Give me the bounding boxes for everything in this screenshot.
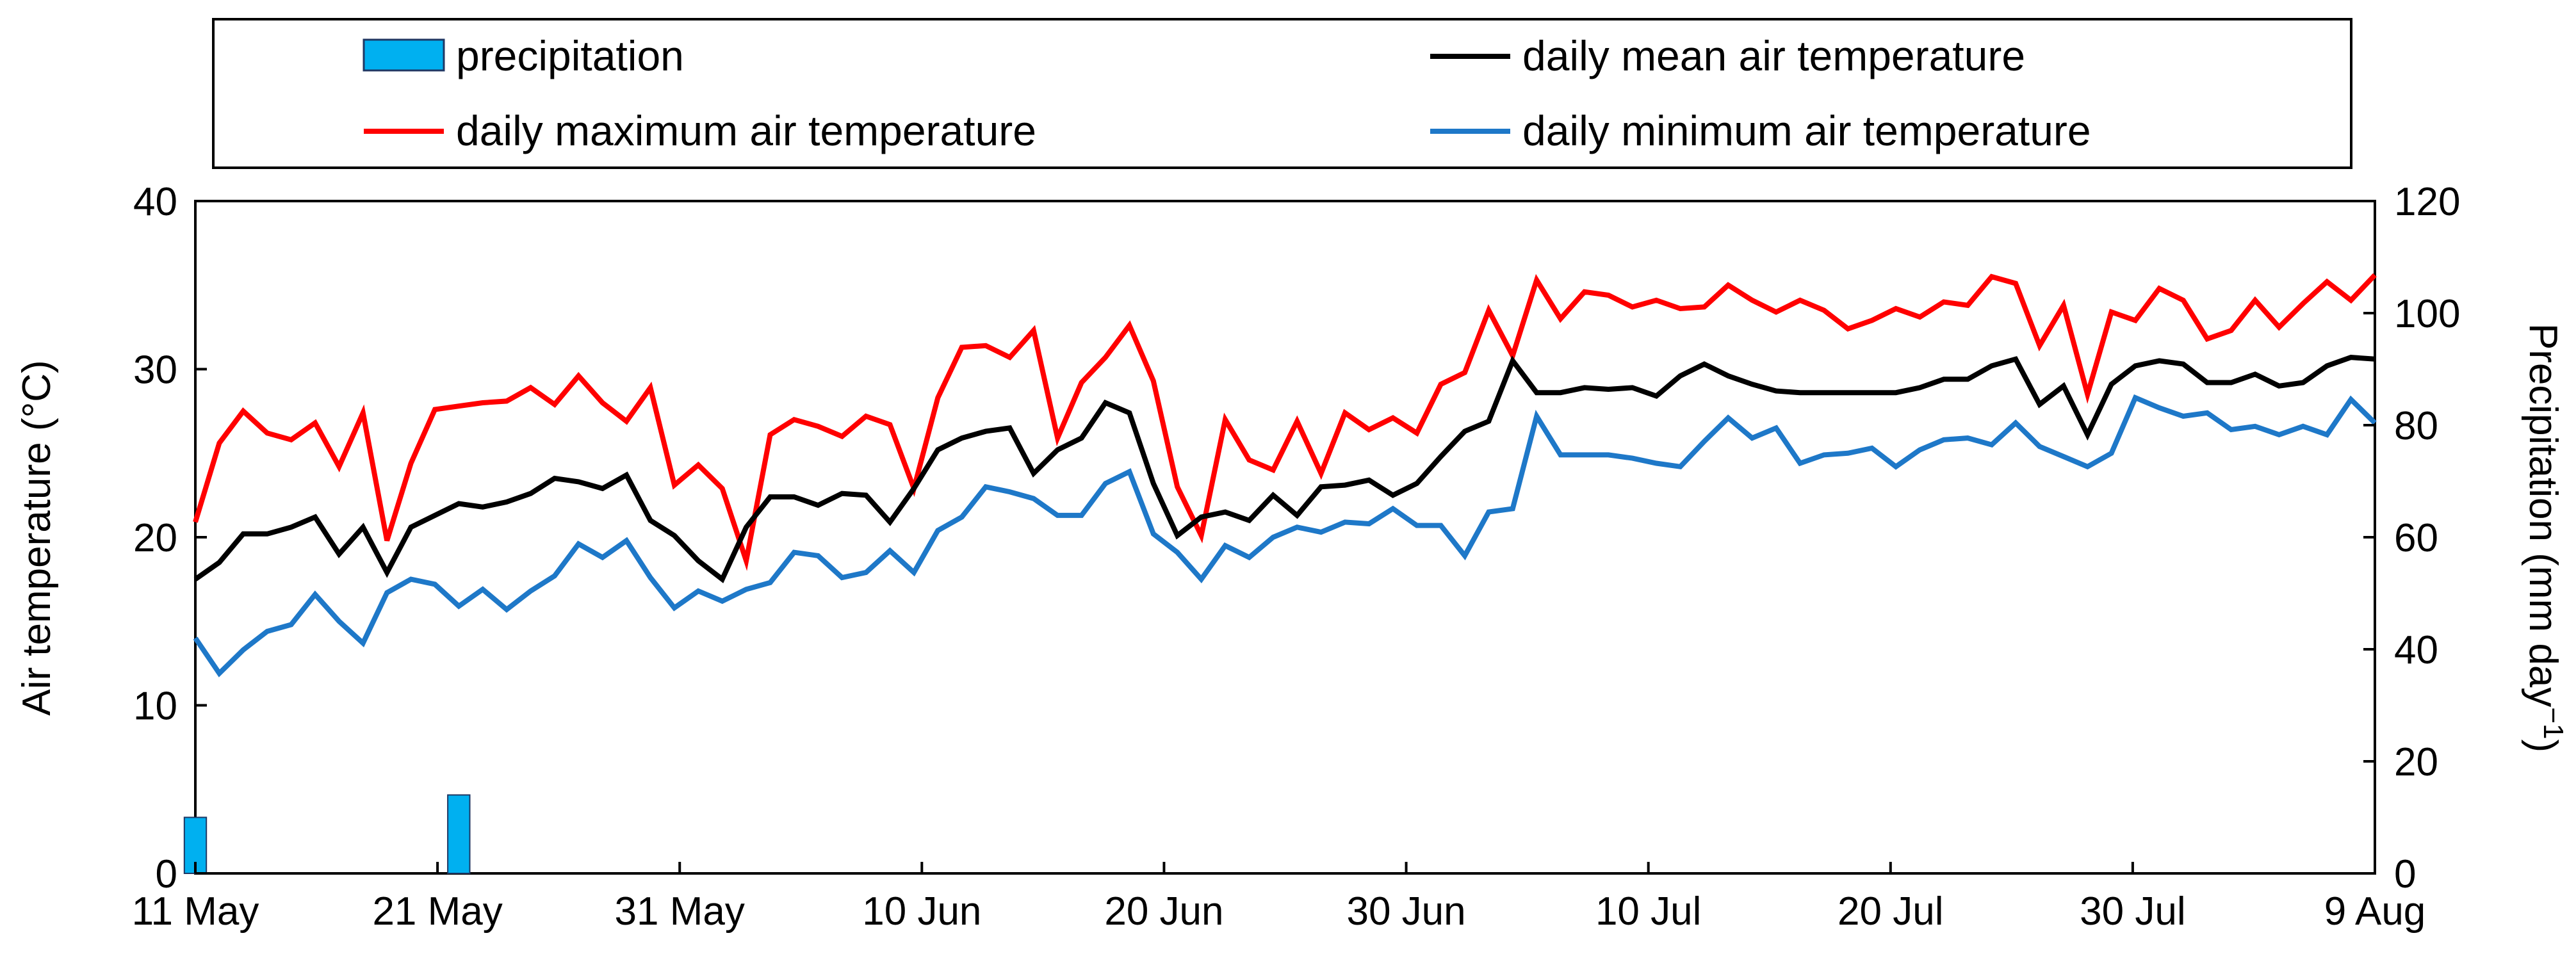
legend-label-mean: daily mean air temperature xyxy=(1522,32,2025,79)
y-right-tick-label: 40 xyxy=(2394,628,2438,672)
x-tick-label: 31 May xyxy=(615,889,745,934)
series-line-mean xyxy=(193,355,2376,583)
series-line-minimum xyxy=(193,394,2377,677)
x-tick-label: 20 Jun xyxy=(1104,889,1223,934)
legend-swatch-precipitation xyxy=(363,38,445,72)
y-right-tick-label: 100 xyxy=(2394,292,2460,336)
axes: 0 10 20 30 40 0 20 40 60 80 100 120 11 May 21 May 31 M… xyxy=(132,180,2461,934)
legend: precipitation daily mean air temperature… xyxy=(212,18,2352,169)
legend-frame xyxy=(212,18,2352,169)
y-axis-right-title-sup: −1 xyxy=(2538,707,2569,739)
y-axis-right-title: Precipitation (mm day−1) xyxy=(2521,323,2569,752)
y-left-tick-label: 10 xyxy=(133,684,177,729)
y-left-tick-label: 0 xyxy=(156,852,177,896)
precipitation-bars xyxy=(183,794,471,874)
legend-label-max: daily maximum air temperature xyxy=(456,107,1036,154)
temperature-lines xyxy=(193,273,2377,677)
x-tick-label: 20 Jul xyxy=(1838,889,1943,934)
x-tick-label: 9 Aug xyxy=(2324,889,2426,934)
y-right-tick-label: 0 xyxy=(2394,852,2416,896)
plot-area xyxy=(194,200,2376,875)
x-tick-label: 30 Jul xyxy=(2080,889,2185,934)
legend-label-min: daily minimum air temperature xyxy=(1522,107,2091,154)
y-right-tick-label: 60 xyxy=(2394,516,2438,560)
precipitation-bar xyxy=(447,794,471,874)
series-line-maximum xyxy=(193,273,2377,571)
x-tick-label: 10 Jun xyxy=(862,889,981,934)
y-left-tick-label: 40 xyxy=(133,180,177,224)
y-left-tick-label: 30 xyxy=(133,348,177,393)
y-right-tick-label: 20 xyxy=(2394,740,2438,784)
y-left-tick-label: 20 xyxy=(133,516,177,560)
x-tick-label: 21 May xyxy=(372,889,502,934)
y-axis-right-title-main: Precipitation (mm day xyxy=(2521,323,2565,708)
y-axis-right-title-close: ) xyxy=(2521,740,2565,753)
legend-label-precipitation: precipitation xyxy=(456,32,684,79)
y-right-tick-label: 120 xyxy=(2394,180,2460,224)
y-axis-left-title: Air temperature (°C) xyxy=(15,360,59,715)
y-right-tick-label: 80 xyxy=(2394,404,2438,448)
x-tick-label: 10 Jul xyxy=(1595,889,1701,934)
x-tick-label: 11 May xyxy=(132,889,259,934)
x-tick-label: 30 Jun xyxy=(1346,889,1465,934)
